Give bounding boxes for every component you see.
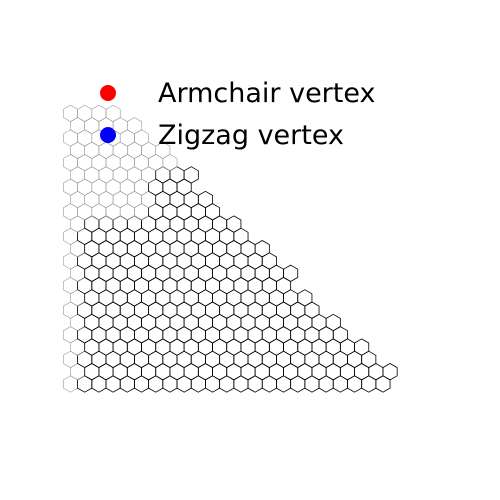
hexagon-cell — [91, 154, 107, 172]
red-dot-icon — [100, 85, 116, 101]
hexagon-cell — [77, 178, 93, 196]
hexagon-cell — [382, 363, 398, 381]
hexagon-cell — [84, 166, 100, 184]
hexagon-cell — [63, 277, 78, 295]
hexagon-cell — [63, 104, 78, 122]
hexagon-cell — [63, 203, 78, 221]
hexagon-cell — [112, 190, 128, 209]
hexagon-lattice — [63, 104, 398, 393]
hexagon-cell — [63, 326, 78, 344]
hexagon-cell — [63, 350, 78, 368]
hexagon-cell — [105, 154, 121, 172]
hexagon-cell — [98, 190, 114, 209]
hexagon-cell — [63, 129, 78, 147]
hexagon-cell — [63, 301, 78, 319]
hexagon-cell — [226, 215, 242, 233]
hexagon-cell — [63, 227, 78, 245]
blue-dot-icon — [100, 127, 116, 143]
hexagon-cell — [98, 166, 114, 184]
hexagon-cell — [155, 141, 171, 159]
legend: Armchair vertex Zigzag vertex — [90, 72, 375, 156]
hexagon-cell — [84, 215, 100, 233]
hexagon-cell — [63, 375, 78, 393]
hexagon-cell — [91, 178, 107, 196]
hexagon-cell — [254, 240, 270, 258]
hexagon-cell — [325, 313, 341, 332]
hexagon-cell — [126, 215, 142, 233]
hexagon-cell — [63, 252, 78, 270]
hexagon-cell — [70, 117, 85, 135]
hexagon-cell — [127, 190, 142, 209]
hexagon-cell — [197, 190, 213, 209]
legend-label-zigzag: Zigzag vertex — [158, 119, 344, 151]
hexagon-cell — [283, 264, 299, 282]
legend-label-armchair: Armchair vertex — [158, 77, 376, 109]
hexagon-cell — [354, 338, 370, 356]
hexagon-cell — [169, 166, 185, 184]
hexagon-cell — [155, 166, 171, 184]
hexagon-cell — [63, 178, 78, 196]
hexagon-cell — [134, 178, 149, 196]
hexagon-cell — [119, 154, 135, 172]
hexagon-cell — [63, 154, 78, 172]
hexagon-cell — [70, 141, 85, 159]
hexagon-cell — [112, 215, 128, 233]
hexagon-cell — [98, 215, 114, 233]
hexagon-cell — [297, 289, 313, 307]
hexagon-cell — [119, 178, 135, 196]
hexagon-cell — [70, 190, 85, 209]
hexagon-cell — [134, 154, 149, 172]
hexagon-cell — [84, 190, 100, 209]
hexagon-cell — [127, 166, 142, 184]
hexagon-cell — [183, 166, 199, 184]
legend-item-armchair: Armchair vertex — [90, 72, 375, 114]
hexagon-cell — [105, 104, 121, 122]
hexagon-cell — [70, 166, 85, 184]
hexagon-cell — [112, 166, 128, 184]
hexagon-cell — [127, 117, 142, 135]
hexagon-cell — [105, 178, 121, 196]
legend-item-zigzag: Zigzag vertex — [90, 114, 375, 156]
hexagon-cell — [77, 154, 93, 172]
